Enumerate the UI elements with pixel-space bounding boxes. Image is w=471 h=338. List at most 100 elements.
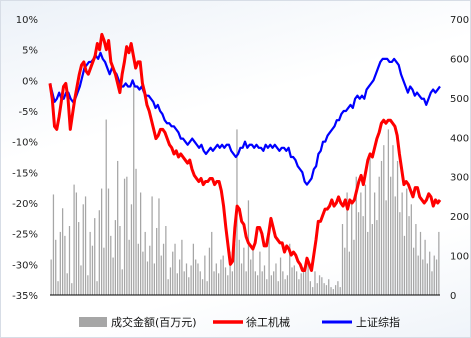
- volume-bar: [314, 271, 316, 295]
- volume-bar: [160, 255, 162, 295]
- volume-bar: [87, 275, 89, 295]
- volume-bar: [100, 188, 103, 295]
- volume-bars: [50, 86, 440, 295]
- volume-bar: [176, 273, 178, 295]
- volume-bar: [390, 176, 392, 295]
- volume-bar: [351, 200, 353, 295]
- volume-bar: [149, 245, 151, 295]
- volume-bar: [98, 210, 100, 295]
- volume-bar: [263, 265, 266, 295]
- volume-bar: [110, 235, 112, 295]
- right-axis-tick-label: 0: [450, 291, 456, 302]
- volume-bar: [433, 255, 435, 295]
- volume-bar: [300, 273, 302, 295]
- right-axis-tick-label: 200: [450, 212, 469, 223]
- volume-bar: [373, 192, 376, 295]
- volume-bar: [250, 259, 252, 295]
- left-axis-tick-label: -15%: [12, 168, 38, 179]
- volume-bar: [318, 275, 321, 295]
- legend-volume-label: 成交金额(百万元): [111, 315, 197, 329]
- volume-bar: [247, 200, 250, 295]
- volume-bar: [61, 208, 64, 295]
- volume-bar: [66, 273, 68, 295]
- volume-bar: [362, 216, 364, 295]
- volume-bar: [332, 289, 334, 295]
- volume-bar: [254, 271, 256, 295]
- volume-bar: [94, 218, 96, 295]
- volume-bar: [222, 255, 224, 295]
- volume-bar: [273, 271, 275, 295]
- right-axis-ticks: 700 600 500 400 300 200 100 0: [450, 15, 469, 302]
- volume-bar: [78, 222, 80, 295]
- volume-bar: [403, 235, 406, 295]
- volume-bar: [224, 267, 227, 295]
- volume-bar: [59, 231, 61, 295]
- left-axis-tick-label: 5%: [22, 46, 38, 57]
- volume-bar: [192, 243, 195, 295]
- volume-bar: [231, 271, 234, 295]
- volume-bar: [298, 279, 300, 295]
- volume-bar: [394, 196, 396, 295]
- volume-bar: [91, 245, 94, 295]
- volume-bar: [261, 271, 263, 295]
- left-axis-tick-label: -5%: [19, 107, 38, 118]
- volume-bar: [435, 259, 438, 295]
- volume-bar: [323, 283, 325, 295]
- volume-bar: [252, 247, 254, 295]
- volume-bar: [385, 200, 387, 295]
- volume-bar: [204, 255, 206, 295]
- legend: 成交金额(百万元) 徐工机械 上证综指: [79, 315, 400, 329]
- right-axis-tick-label: 100: [450, 252, 469, 263]
- left-axis-tick-label: -35%: [12, 291, 38, 302]
- volume-bar: [172, 251, 174, 295]
- volume-bar: [378, 176, 380, 295]
- volume-bar: [406, 188, 408, 295]
- volume-bar: [64, 235, 66, 295]
- volume-bar: [117, 160, 119, 295]
- volume-bar: [376, 220, 378, 295]
- price-lines: [48, 32, 442, 272]
- legend-shcomp-label: 上证综指: [356, 315, 400, 329]
- volume-bar: [151, 196, 153, 295]
- volume-bar: [217, 273, 220, 295]
- volume-bar: [174, 243, 176, 295]
- volume-bar: [302, 267, 305, 295]
- volume-bar: [96, 281, 98, 295]
- volume-bar: [334, 285, 337, 295]
- volume-bar: [82, 204, 84, 295]
- volume-bar: [227, 275, 229, 295]
- volume-bar: [364, 184, 367, 295]
- volume-bar: [387, 129, 390, 295]
- volume-bar: [341, 224, 344, 295]
- volume-bar: [256, 275, 259, 295]
- volume-bar: [360, 192, 362, 295]
- volume-bar: [408, 216, 410, 295]
- volume-bar: [183, 271, 185, 295]
- volume-bar: [277, 281, 279, 295]
- volume-bar: [325, 285, 328, 295]
- volume-bar: [355, 176, 357, 295]
- volume-bar: [167, 279, 169, 295]
- volume-bar: [156, 227, 158, 295]
- volume-bar: [199, 271, 201, 295]
- left-axis-tick-label: -30%: [12, 260, 38, 271]
- volume-bar: [133, 86, 135, 295]
- volume-bar: [178, 259, 181, 295]
- volume-bar: [240, 263, 243, 295]
- volume-bar: [312, 287, 314, 295]
- volume-bar: [162, 243, 165, 295]
- volume-bar: [190, 265, 192, 295]
- volume-bar: [291, 267, 293, 295]
- volume-bar: [337, 281, 339, 295]
- volume-bar: [316, 283, 318, 295]
- volume-bar: [245, 271, 247, 295]
- volume-bar: [229, 251, 231, 295]
- volume-bar: [348, 251, 351, 295]
- volume-bar: [206, 281, 208, 295]
- volume-bar: [181, 239, 183, 295]
- volume-bar: [344, 247, 346, 295]
- volume-bar: [282, 271, 284, 295]
- volume-bar: [139, 192, 142, 295]
- volume-bar: [121, 269, 123, 295]
